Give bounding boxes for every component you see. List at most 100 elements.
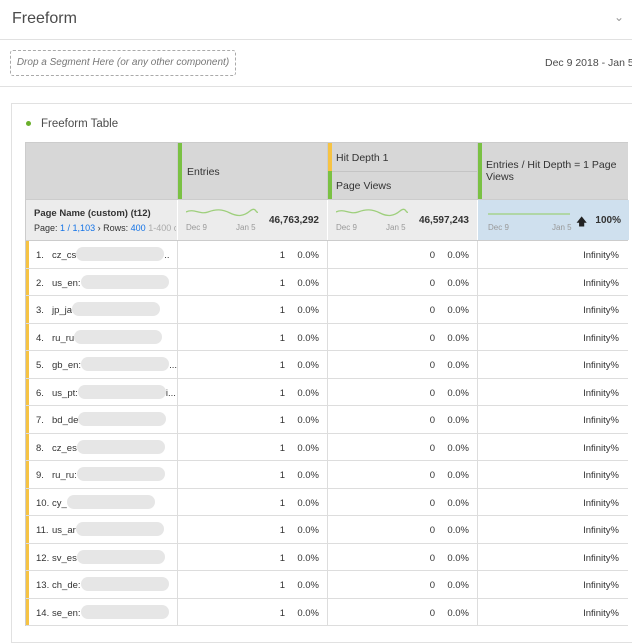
pageviews-percent: 0.0% [447, 607, 469, 619]
pageviews-percent: 0.0% [447, 387, 469, 399]
ratio-value: Infinity% [583, 552, 619, 564]
row-name[interactable]: se_en: [52, 604, 169, 619]
table-row[interactable]: 12. sv_es 1 0.0% 0 0.0% Infinity% [26, 543, 628, 571]
row-name[interactable]: gb_en:... [52, 357, 177, 371]
row-number: 5. [36, 360, 44, 371]
table-row[interactable]: 10. cy_ 1 0.0% 0 0.0% Infinity% [26, 488, 628, 516]
segment-drop-zone[interactable]: Drop a Segment Here (or any other compon… [10, 50, 236, 76]
entries-value: 1 [279, 580, 285, 591]
table-row[interactable]: 2. us_en: 1 0.0% 0 0.0% Infinity% [26, 268, 628, 296]
row-name[interactable]: ru_ru: [52, 467, 165, 482]
row-indicator [26, 433, 29, 460]
column-header-entries[interactable]: Entries [177, 143, 327, 199]
ratio-value: Infinity% [583, 387, 619, 399]
table-row[interactable]: 11. us_ar 1 0.0% 0 0.0% Infinity% [26, 516, 628, 544]
table-row[interactable]: 14. se_en: 1 0.0% 0 0.0% Infinity% [26, 598, 628, 626]
row-name-text: ch_de: [52, 580, 81, 592]
ratio-value: Infinity% [583, 250, 619, 261]
entries-percent: 0.0% [297, 277, 319, 289]
pageviews-value: 0 [429, 415, 435, 426]
table-row[interactable]: 4. ru_ru 1 0.0% 0 0.0% Infinity% [26, 323, 629, 351]
table-row[interactable]: 8. cz_es 1 0.0% 0 0.0% Infinity% [26, 433, 628, 461]
row-number: 7. [36, 415, 44, 426]
entries-percent: 0.0% [297, 607, 319, 619]
entries-value: 1 [279, 607, 285, 619]
row-name-text: us_pt: [52, 387, 78, 399]
row-name-text: cy_ [52, 497, 67, 509]
row-name[interactable]: bd_de [52, 412, 167, 426]
table-row[interactable]: 13. ch_de: 1 0.0% 0 0.0% Infinity% [26, 571, 628, 599]
row-indicator [26, 571, 29, 598]
row-name-text: cz_cs [52, 250, 77, 262]
table-row[interactable]: 1. cz_cs.. 1 0.0% 0 0.0% Infinity% [26, 241, 628, 269]
entries-total: 46,763,292 [268, 215, 319, 226]
sparkline-entries [186, 208, 258, 217]
row-name[interactable]: us_ar [52, 522, 164, 536]
row-name[interactable]: jp_ja [52, 302, 161, 317]
entries-cell: 1 0.0% [177, 461, 327, 488]
pageviews-percent: 0.0% [447, 470, 469, 481]
pageviews-value: 0 [429, 607, 435, 619]
table-row[interactable]: 9. ru_ru: 1 0.0% 0 0.0% Infinity% [26, 461, 628, 489]
ratio-cell: Infinity% [477, 241, 629, 268]
ratio-cell: Infinity% [477, 323, 629, 350]
rows-select[interactable]: 400 [130, 223, 146, 233]
column-header-ratio[interactable]: Entries / Hit Depth = 1 Page Views [477, 143, 629, 199]
entries-value: 1 [279, 415, 285, 426]
dimension-cell: 13. ch_de: [26, 571, 177, 598]
entries-cell: 1 0.0% [177, 598, 327, 625]
row-name-text: jp_ja [52, 305, 73, 317]
rows-label: Rows: [103, 223, 129, 233]
date-range[interactable]: Dec 9 2018 - Jan 5 20 [545, 57, 632, 69]
table-row[interactable]: 5. gb_en:... 1 0.0% 0 0.0% Infinity% [26, 351, 628, 379]
table-row[interactable]: 6. us_pt: i... 1 0.0% 0 0.0% Infinity% [26, 378, 628, 406]
column-header-hit-depth[interactable]: Hit Depth 1 Page Views [327, 143, 477, 199]
ratio-value: Infinity% [583, 305, 619, 316]
row-indicator [26, 268, 29, 295]
row-indicator [26, 598, 29, 625]
row-name[interactable]: us_pt: i... [52, 384, 176, 399]
table-row[interactable]: 7. bd_de 1 0.0% 0 0.0% Infinity% [26, 406, 628, 434]
row-name[interactable]: us_en: [52, 274, 169, 289]
pageviews-cell: 0 0.0% [327, 571, 477, 598]
dimension-cell: 11. us_ar [26, 516, 177, 543]
entries-value: 1 [279, 332, 285, 344]
next-page-icon[interactable]: › [97, 223, 101, 233]
dimension-cell: 12. sv_es [26, 543, 177, 570]
pageviews-cell: 0 0.0% [327, 296, 477, 323]
row-indicator [26, 461, 29, 488]
redacted-blur [74, 329, 163, 344]
chevron-down-icon[interactable]: ⌄ [613, 10, 624, 24]
table-body: 1. cz_cs.. 1 0.0% 0 0.0% Infinity% 2. us_en: … [26, 241, 628, 626]
ratio-cell: Infinity% [477, 516, 629, 543]
row-name-text: cz_es [52, 442, 77, 454]
spark-start: Dec 9 [488, 223, 509, 232]
row-name[interactable]: sv_es [52, 549, 165, 564]
pageviews-percent: 0.0% [447, 497, 469, 509]
entries-cell: 1 0.0% [177, 571, 327, 598]
entries-cell: 1 0.0% [177, 406, 327, 433]
dimension-cell: 6. us_pt: i... [26, 378, 177, 405]
row-name[interactable]: cz_cs.. [52, 247, 170, 262]
row-name[interactable]: cz_es [52, 439, 165, 454]
row-name[interactable]: ch_de: [52, 577, 169, 592]
panel-title-text: Freeform Table [41, 118, 119, 130]
row-number: 11. [36, 525, 49, 536]
dimension-cell: 7. bd_de [26, 406, 177, 433]
redacted-blur [76, 247, 165, 261]
dimension-label[interactable]: Page Name (custom) (t12) [34, 208, 151, 219]
pageviews-cell: 0 0.0% [327, 351, 477, 378]
redacted-blur [80, 274, 169, 289]
arrow-up-icon: 🡅 [576, 216, 588, 228]
row-name[interactable]: ru_ru [52, 329, 163, 344]
row-name[interactable]: cy_ [52, 494, 155, 509]
pageviews-cell: 0 0.0% [327, 598, 477, 625]
table-row[interactable]: 3. jp_ja 1 0.0% 0 0.0% Infinity% [26, 296, 628, 324]
spark-start: Dec 9 [336, 223, 357, 232]
page-number[interactable]: 1 / 1,103 [60, 223, 96, 233]
ratio-cell: Infinity% [477, 406, 629, 433]
summary-row: Page Name (custom) (t12) Page: 1 / 1,103… [26, 200, 629, 241]
row-name-text: ru_ru: [52, 470, 77, 482]
dimension-cell: 8. cz_es [26, 433, 177, 460]
entries-cell: 1 0.0% [177, 378, 327, 405]
